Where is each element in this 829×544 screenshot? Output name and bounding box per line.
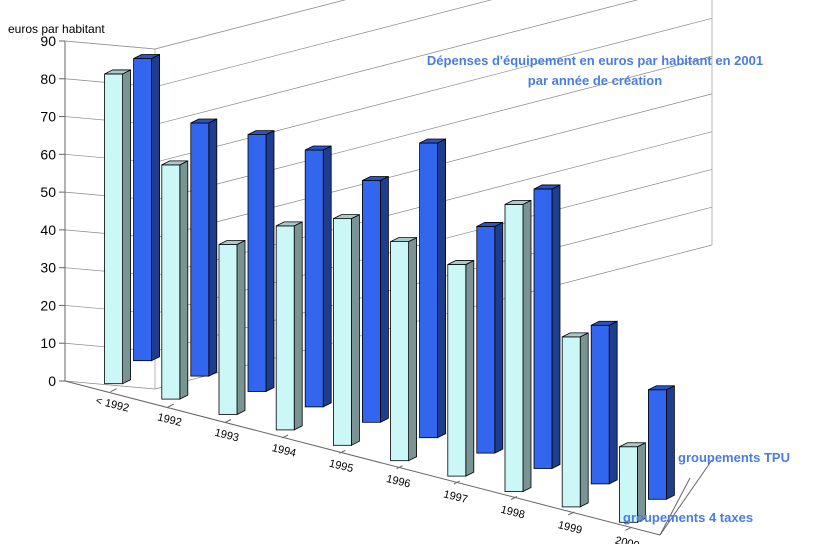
chart-title-line2: par année de création <box>527 73 663 88</box>
x-tick-label: 2000 <box>614 535 641 544</box>
x-tick-label: < 1992 <box>94 395 130 415</box>
y-tick-label: 0 <box>48 373 56 389</box>
bar-groupements-tpu <box>533 184 561 470</box>
bar-groupements-tpu <box>133 53 161 362</box>
x-tick-label: 1993 <box>213 427 240 445</box>
x-tick-label: 1997 <box>442 488 469 506</box>
y-axis-label: euros par habitant <box>8 22 105 36</box>
x-tick-label: 1998 <box>499 504 526 522</box>
y-tick-label: 80 <box>40 71 56 87</box>
bar-groupements-tpu <box>590 320 618 485</box>
y-tick-label: 10 <box>40 335 56 351</box>
bar-groupements-tpu <box>190 118 218 377</box>
bar-groupements-4-taxes <box>275 221 303 431</box>
y-tick-label: 50 <box>40 184 56 200</box>
chart-tick-labels: 0 10 20 30 40 50 60 70 80 90 < 1992 1992 1993 1994 199… <box>40 33 640 544</box>
bar-groupements-4-taxes <box>104 69 132 385</box>
y-tick-label: 30 <box>40 260 56 276</box>
bar-groupements-tpu <box>476 221 504 454</box>
y-tick-label: 60 <box>40 146 56 162</box>
bar-groupements-4-taxes <box>561 332 589 508</box>
bar-groupements-tpu <box>304 145 332 408</box>
bar-groupements-tpu <box>247 129 275 393</box>
x-tick-label: 1992 <box>156 411 183 429</box>
y-tick-label: 90 <box>40 33 56 49</box>
bar-groupements-4-taxes <box>619 442 646 523</box>
bar-groupements-4-taxes <box>390 236 418 462</box>
bar-groupements-4-taxes <box>504 199 532 493</box>
x-tick-label: 1994 <box>271 442 298 460</box>
bar-groupements-4-taxes <box>161 160 189 400</box>
y-tick-label: 40 <box>40 222 56 238</box>
bar-groupements-4-taxes <box>447 259 475 477</box>
legend-series-4-taxes: groupements 4 taxes <box>623 510 754 525</box>
bar-groupements-4-taxes <box>332 213 360 446</box>
x-tick-label: 1996 <box>385 473 412 491</box>
bar-groupements-4-taxes <box>218 239 246 416</box>
chart-title-line1: Dépenses d'équipement en euros par habit… <box>426 53 764 68</box>
x-tick-label: 1999 <box>557 519 584 537</box>
legend-series-tpu: groupements TPU <box>678 450 790 465</box>
y-tick-label: 70 <box>40 109 56 125</box>
bar-groupements-tpu <box>361 175 389 423</box>
chart-bars <box>104 53 675 523</box>
bar-groupements-tpu <box>648 385 675 500</box>
x-tick-label: 1995 <box>328 458 355 476</box>
y-tick-label: 20 <box>40 297 56 313</box>
bar-groupements-tpu <box>419 138 447 439</box>
